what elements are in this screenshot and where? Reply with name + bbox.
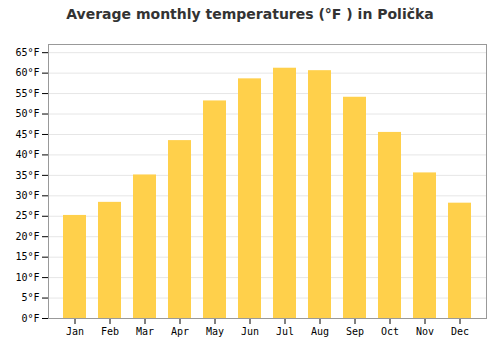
svg-text:Jun: Jun	[241, 326, 259, 337]
svg-text:0°F: 0°F	[21, 313, 39, 324]
svg-text:50°F: 50°F	[15, 108, 39, 119]
svg-text:55°F: 55°F	[15, 88, 39, 99]
svg-text:60°F: 60°F	[15, 67, 39, 78]
svg-text:10°F: 10°F	[15, 272, 39, 283]
svg-text:Sep: Sep	[346, 326, 364, 337]
svg-text:30°F: 30°F	[15, 190, 39, 201]
svg-text:Mar: Mar	[136, 326, 154, 337]
svg-text:Oct: Oct	[381, 326, 399, 337]
svg-text:35°F: 35°F	[15, 170, 39, 181]
svg-text:Nov: Nov	[416, 326, 434, 337]
svg-text:65°F: 65°F	[15, 47, 39, 58]
svg-text:Jul: Jul	[276, 326, 294, 337]
svg-text:15°F: 15°F	[15, 251, 39, 262]
svg-text:40°F: 40°F	[15, 149, 39, 160]
svg-text:Dec: Dec	[451, 326, 469, 337]
svg-text:Jan: Jan	[66, 326, 84, 337]
svg-text:5°F: 5°F	[21, 292, 39, 303]
svg-text:25°F: 25°F	[15, 210, 39, 221]
svg-text:May: May	[206, 326, 224, 337]
html-text:Average monthly temperatures (: Average monthly temperatures (°F ) in Po…	[66, 6, 434, 22]
svg-text:Feb: Feb	[101, 326, 119, 337]
svg-text:Aug: Aug	[311, 326, 329, 337]
svg-text:Apr: Apr	[171, 326, 189, 337]
svg-text:20°F: 20°F	[15, 231, 39, 242]
svg-text:45°F: 45°F	[15, 129, 39, 140]
